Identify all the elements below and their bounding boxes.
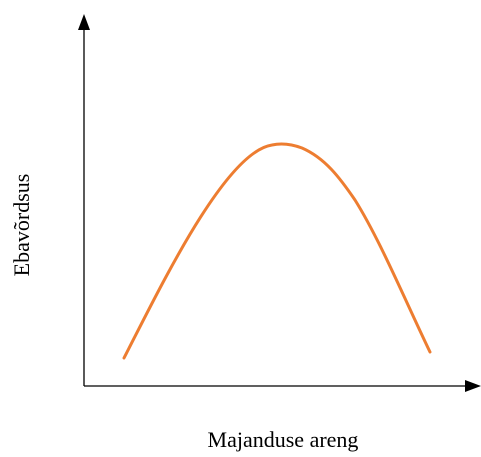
y-axis-label: Ebavõrdsus — [9, 174, 34, 277]
curve — [122, 142, 432, 360]
x-axis-arrow — [465, 380, 481, 392]
x-axis-label: Majanduse areng — [208, 427, 359, 452]
y-axis-arrow — [78, 14, 90, 30]
